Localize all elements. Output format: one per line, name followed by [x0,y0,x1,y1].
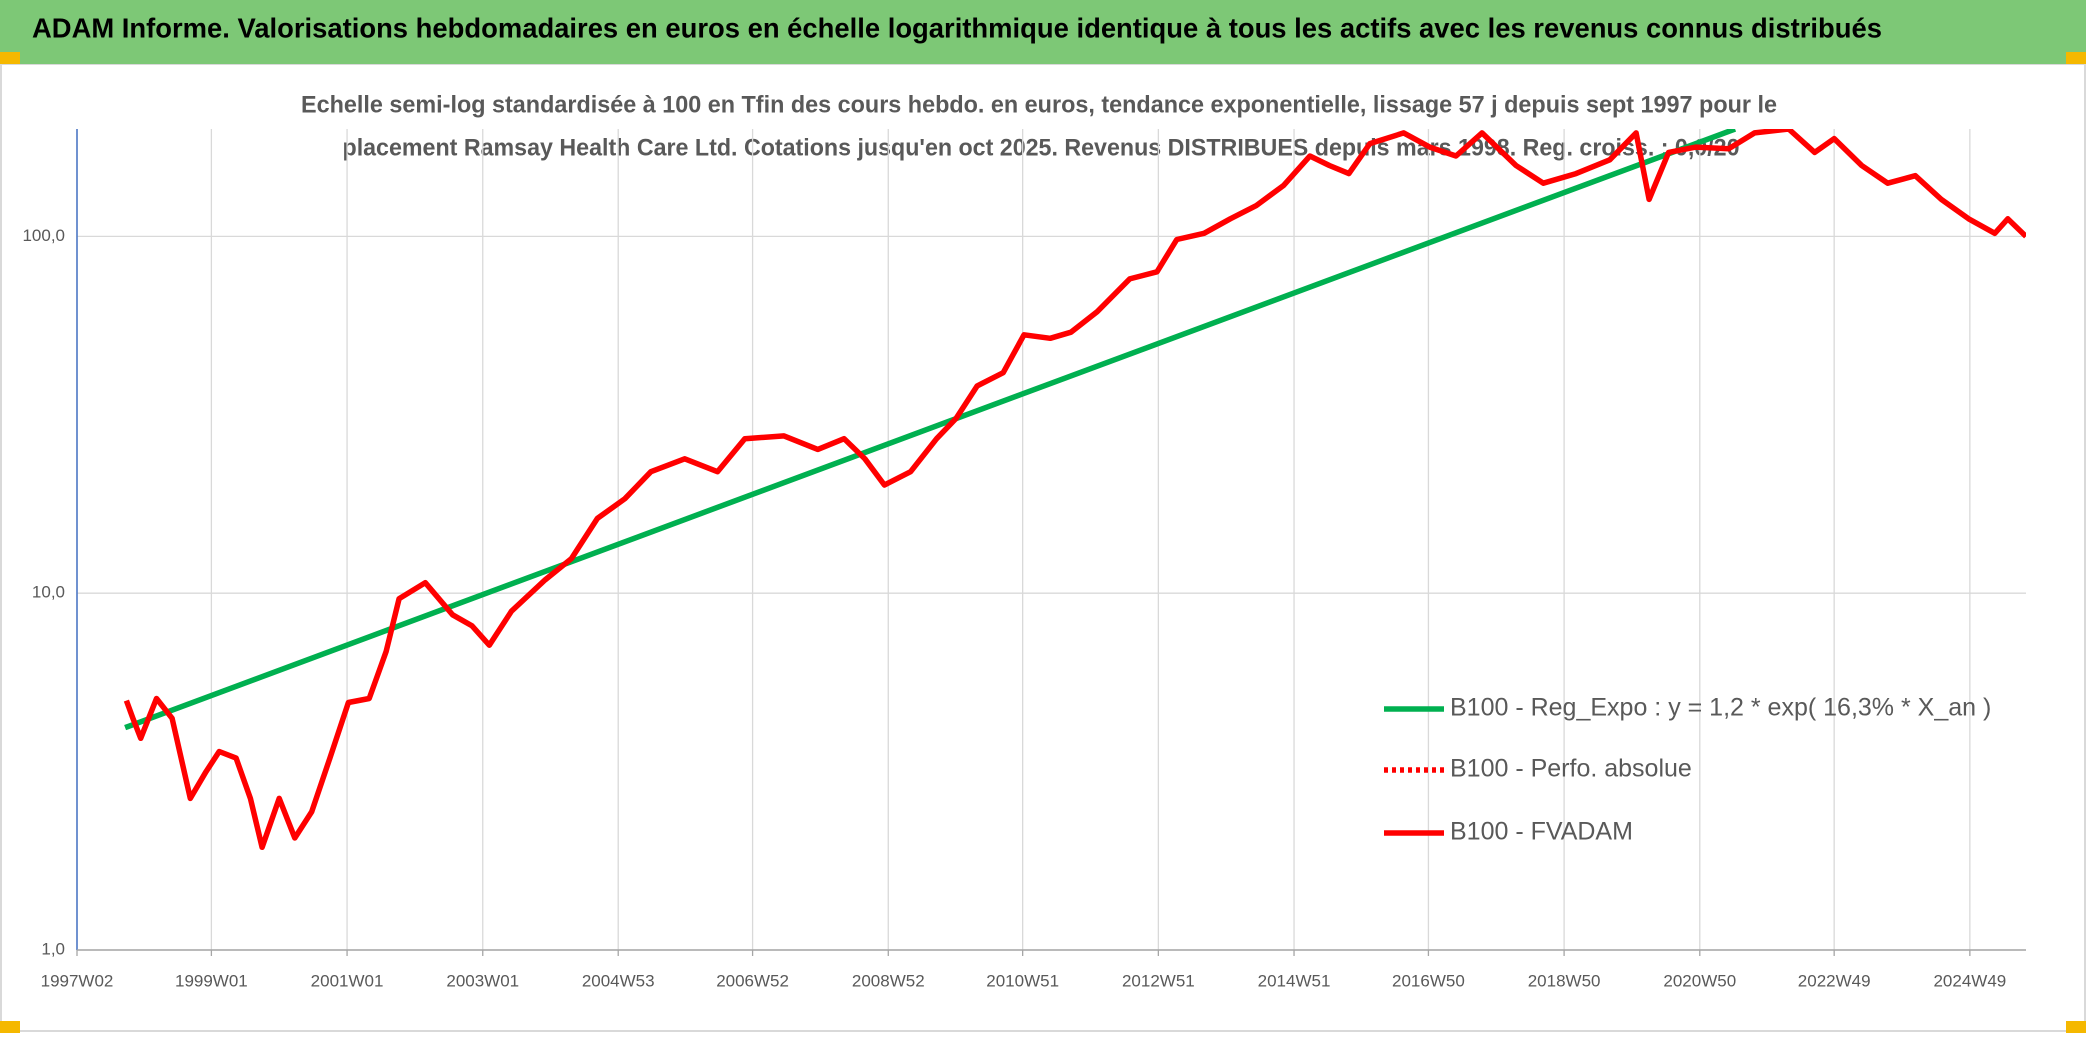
chart-title: ADAM Informe. Valorisations hebdomadaire… [32,12,1882,43]
x-tick-label: 2024W49 [1933,971,2006,990]
x-tick-label: 2010W51 [986,971,1059,990]
plot-area [123,129,2026,851]
corner [2066,1021,2086,1033]
x-tick-label: 2006W52 [716,971,789,990]
title-bar [0,0,2086,64]
x-tick-label: 2004W53 [582,971,655,990]
x-tick-label: 1997W02 [41,971,114,990]
legend-label: B100 - FVADAM [1450,818,1633,846]
axes: 1,0 10,0 100,0 1997W02 1999W01 2001W01 2003W01… [22,129,2026,990]
legend-label: B100 - Reg_Expo : y = 1,2 * exp( 16,3% *… [1450,694,1991,722]
y-tick-label: 100,0 [22,226,65,245]
x-tick-label: 2008W52 [852,971,925,990]
x-tick-label: 2016W50 [1392,971,1465,990]
x-tick-label: 2014W51 [1258,971,1331,990]
x-tick-label: 1999W01 [175,971,248,990]
corner [2066,52,2086,64]
chart-subtitle: Echelle semi-log standardisée à 100 en T… [301,91,1777,118]
y-tick-label: 1,0 [41,939,65,958]
y-tick-label: 10,0 [32,583,65,602]
series-line [123,129,2026,851]
x-tick-label: 2003W01 [446,971,519,990]
x-tick-label: 2012W51 [1122,971,1195,990]
x-tick-label: 2018W50 [1528,971,1601,990]
chart-subtitle: placement Ramsay Health Care Ltd. Cotati… [343,134,1740,161]
x-tick-label: 2001W01 [311,971,384,990]
x-tick-label: 2020W50 [1663,971,1736,990]
legend-label: B100 - Perfo. absolue [1450,755,1692,783]
x-tick-label: 2022W49 [1798,971,1871,990]
corner [0,1021,20,1033]
corner [0,52,20,64]
legend: B100 - Reg_Expo : y = 1,2 * exp( 16,3% *… [1384,694,1991,846]
